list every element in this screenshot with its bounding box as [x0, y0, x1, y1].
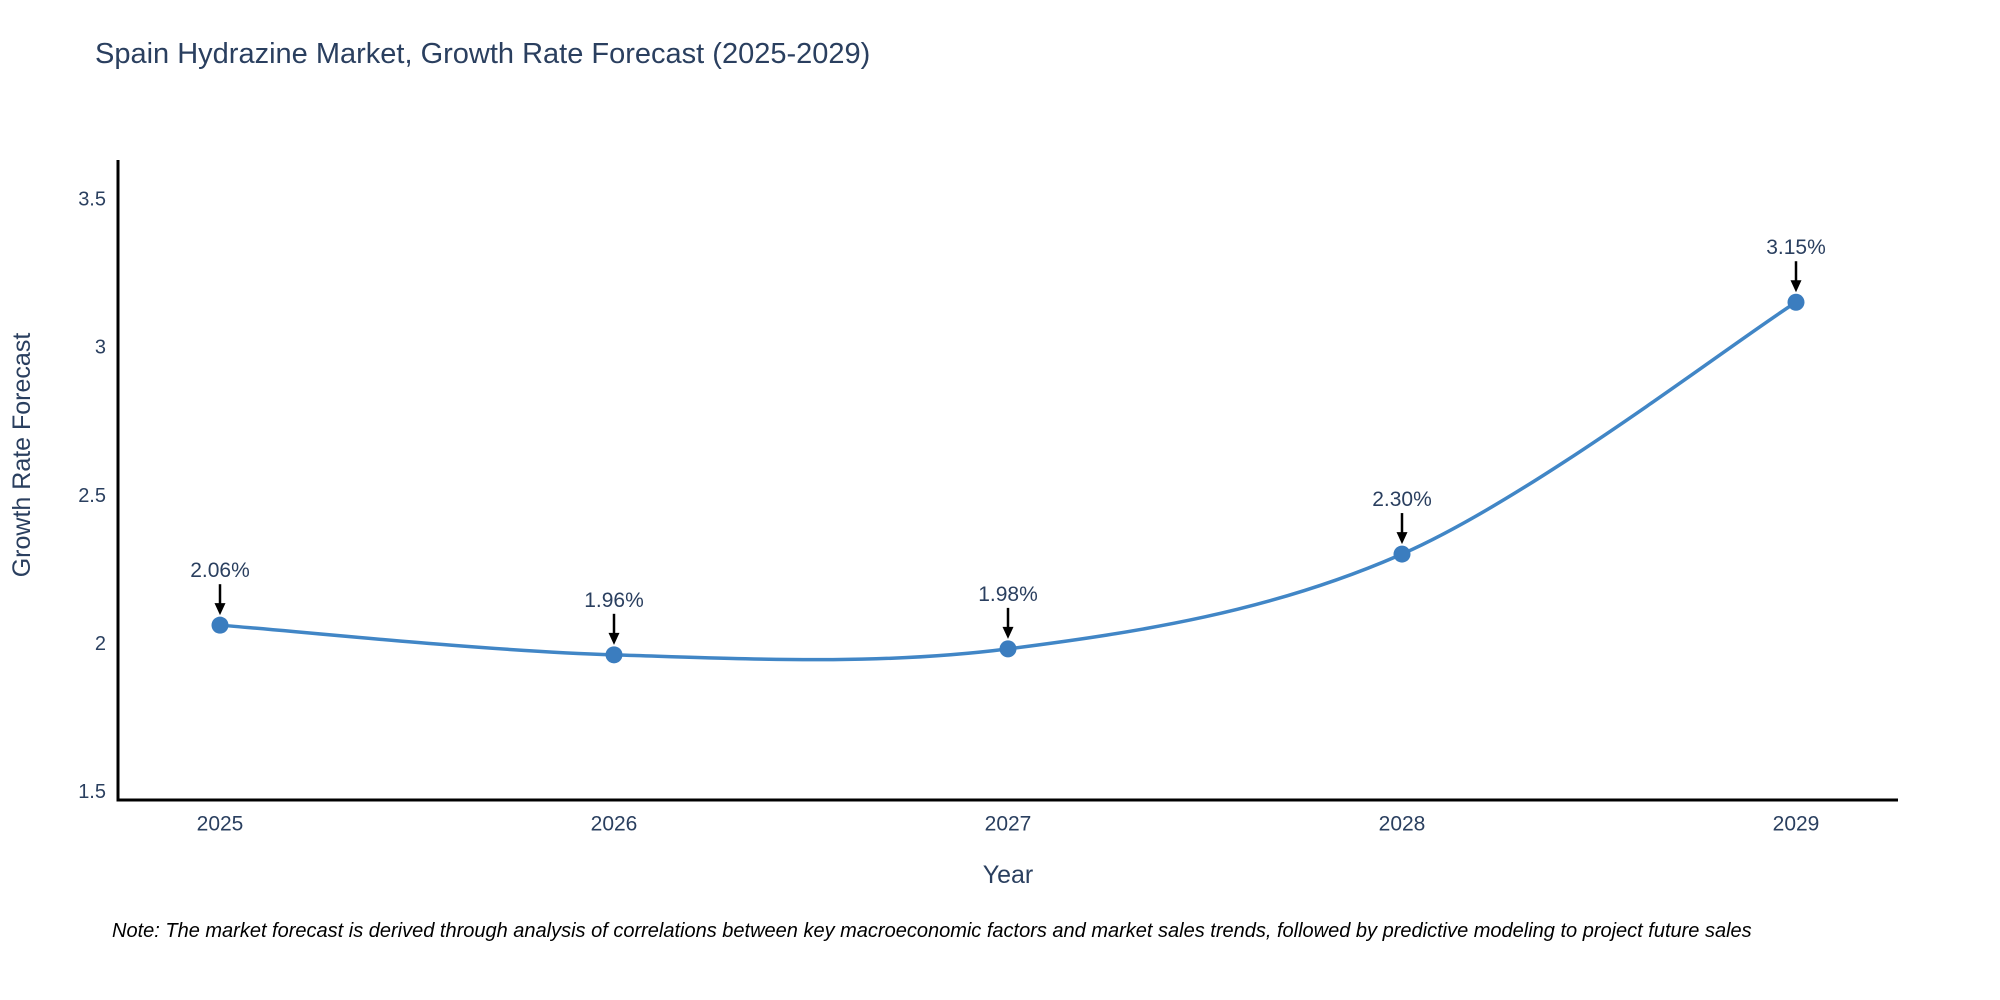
annotation-arrowhead	[1396, 532, 1408, 545]
y-tick-label: 2.5	[78, 485, 106, 507]
data-point	[1787, 293, 1805, 311]
data-point	[1393, 545, 1411, 563]
point-annotation-label: 3.15%	[1766, 236, 1826, 259]
chart-note: Note: The market forecast is derived thr…	[112, 920, 1752, 942]
chart-title: Spain Hydrazine Market, Growth Rate Fore…	[95, 38, 871, 70]
annotation-arrowhead	[1790, 280, 1802, 293]
y-tick-label: 3.5	[78, 189, 106, 211]
annotation-arrowhead	[1002, 626, 1014, 639]
data-point	[999, 640, 1017, 658]
point-annotation-label: 1.96%	[584, 589, 644, 612]
point-annotation-label: 2.30%	[1372, 488, 1432, 511]
annotation-arrowhead	[608, 632, 620, 645]
y-tick-label: 3	[95, 337, 106, 359]
y-axis-title: Growth Rate Forecast	[8, 333, 36, 578]
x-tick-label: 2027	[985, 812, 1032, 835]
forecast-line	[218, 300, 1798, 662]
y-tick-label: 1.5	[78, 781, 106, 803]
x-tick-label: 2026	[591, 812, 638, 835]
x-axis-title: Year	[983, 861, 1034, 889]
y-tick-label: 2	[95, 633, 106, 655]
x-tick-label: 2029	[1773, 812, 1820, 835]
point-annotation-label: 1.98%	[978, 583, 1038, 606]
point-annotation-label: 2.06%	[190, 559, 250, 582]
data-point	[211, 616, 229, 634]
data-point	[605, 646, 623, 664]
x-tick-label: 2028	[1379, 812, 1426, 835]
annotation-arrowhead	[214, 603, 226, 616]
x-tick-label: 2025	[197, 812, 244, 835]
